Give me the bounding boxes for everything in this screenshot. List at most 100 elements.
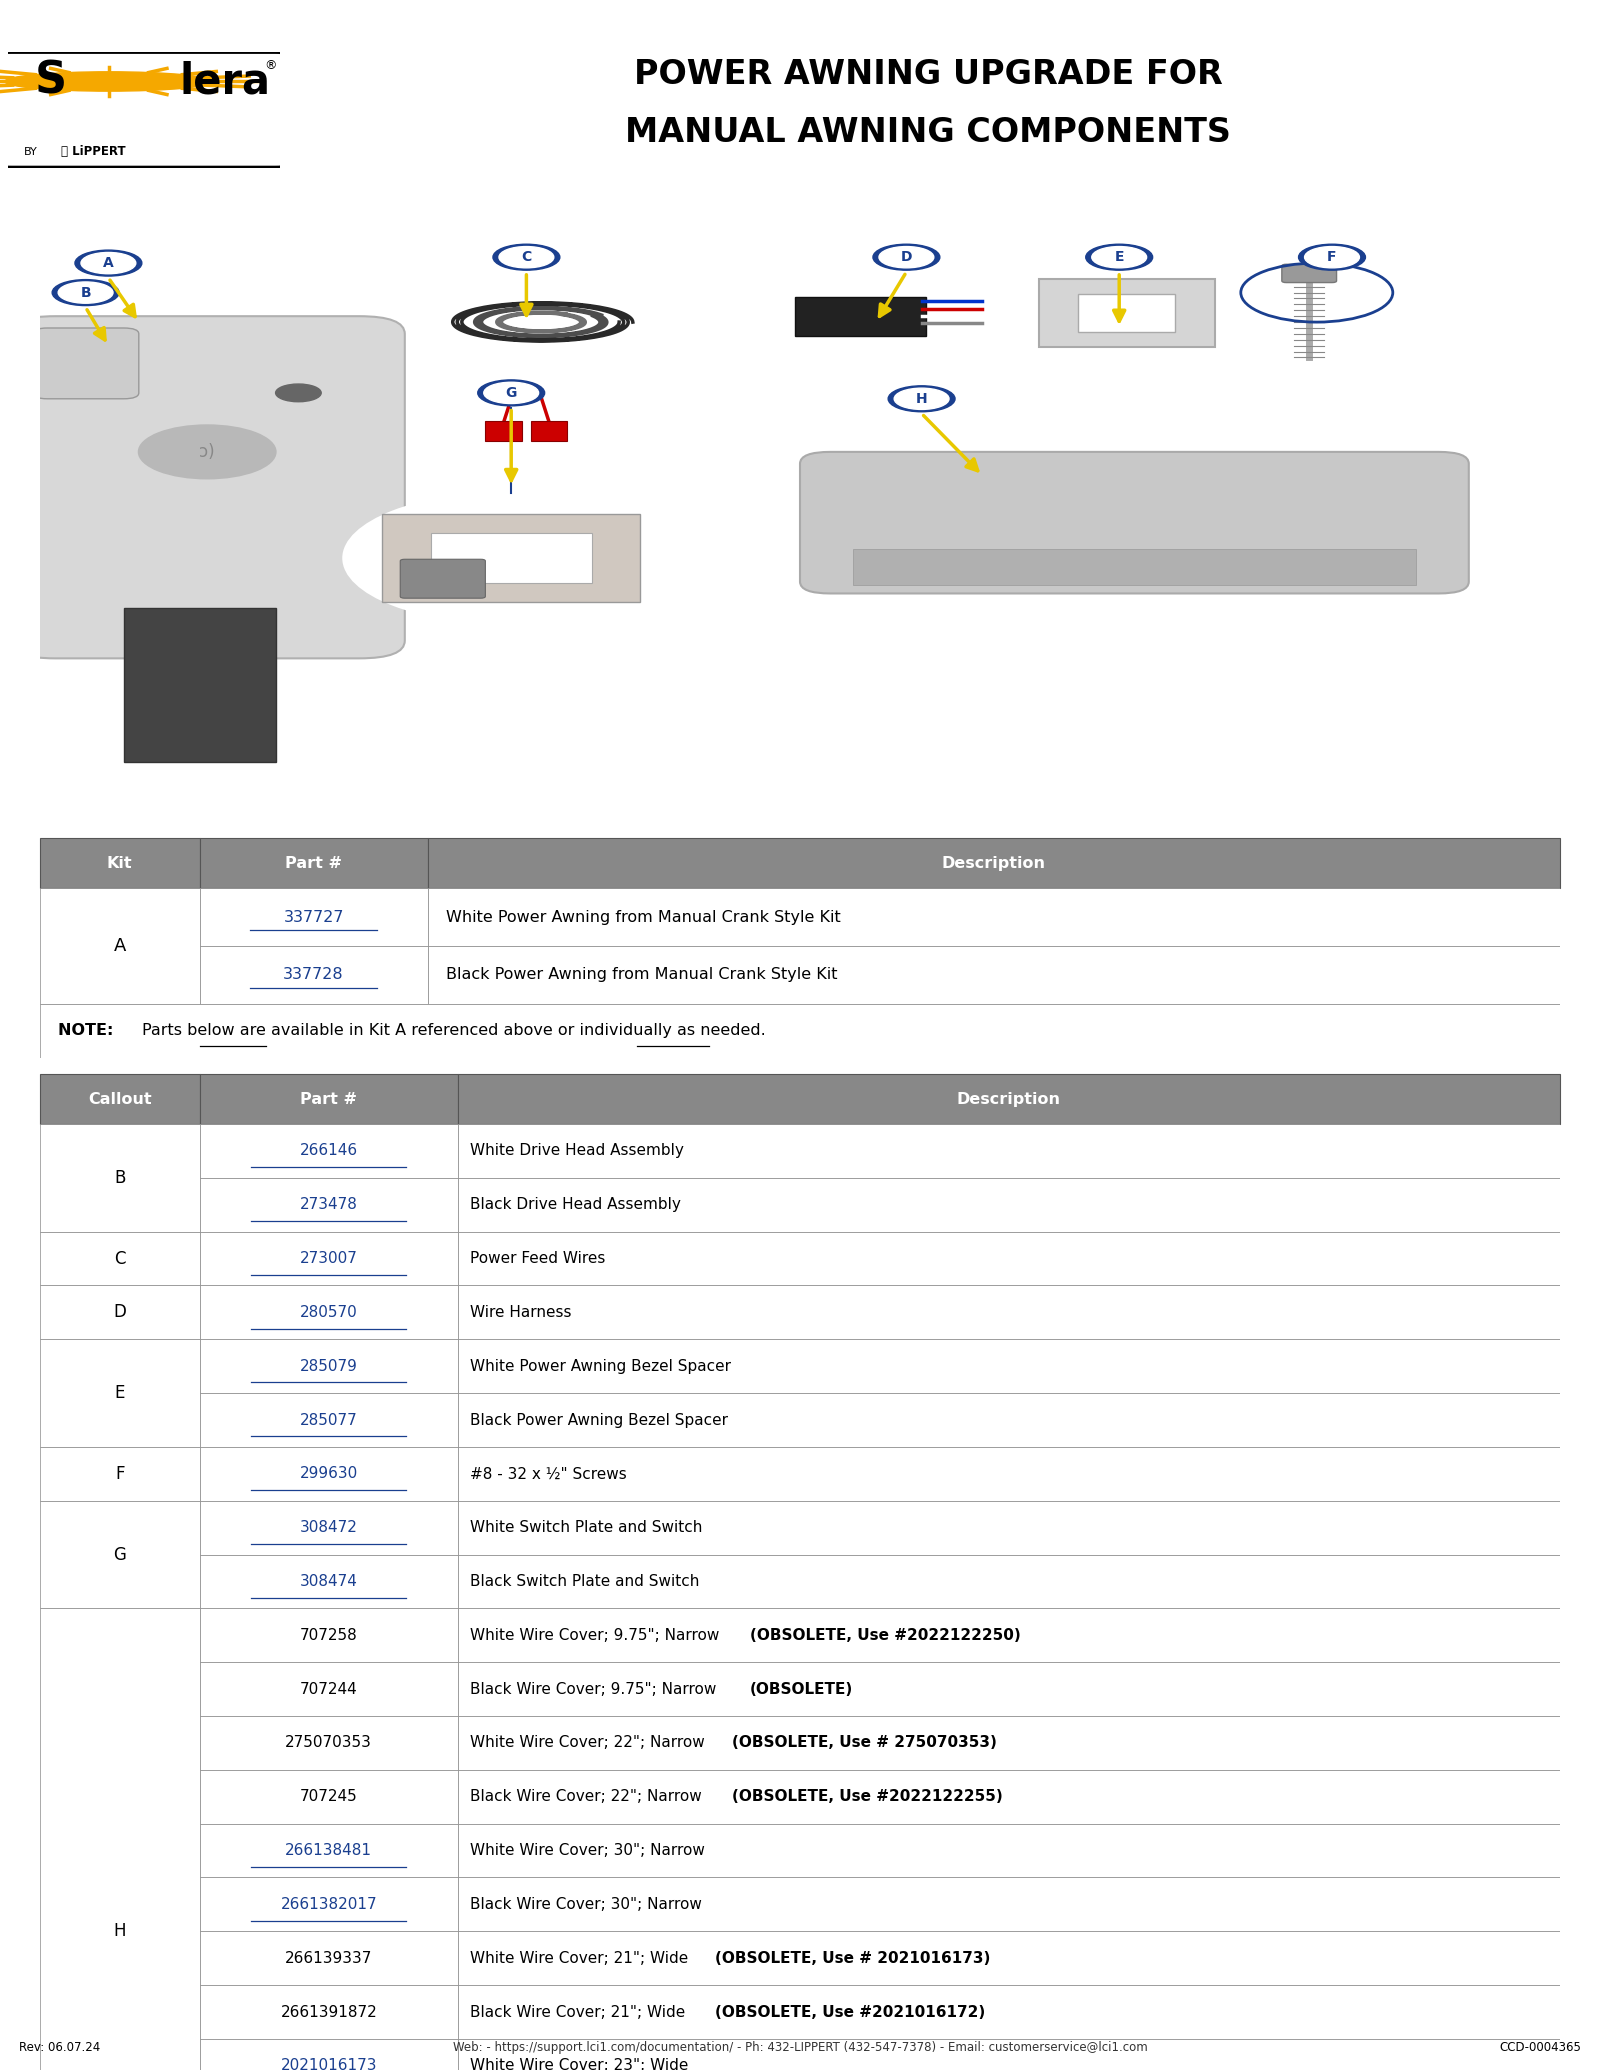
Circle shape bbox=[75, 250, 142, 275]
FancyBboxPatch shape bbox=[10, 317, 405, 658]
FancyBboxPatch shape bbox=[1282, 265, 1336, 284]
FancyBboxPatch shape bbox=[430, 532, 592, 584]
Circle shape bbox=[1299, 244, 1365, 271]
FancyBboxPatch shape bbox=[200, 1074, 458, 1124]
Circle shape bbox=[874, 244, 939, 271]
Text: G: G bbox=[114, 1546, 126, 1563]
FancyBboxPatch shape bbox=[458, 1124, 1560, 1178]
Text: 337728: 337728 bbox=[283, 967, 344, 983]
Text: A: A bbox=[114, 938, 126, 954]
Text: (OBSOLETE, Use # 275070353): (OBSOLETE, Use # 275070353) bbox=[733, 1735, 997, 1751]
Text: H: H bbox=[114, 1923, 126, 1940]
Text: B: B bbox=[80, 286, 91, 300]
FancyBboxPatch shape bbox=[40, 1285, 200, 1339]
Circle shape bbox=[1086, 244, 1152, 271]
Text: 266138481: 266138481 bbox=[285, 1842, 373, 1859]
FancyBboxPatch shape bbox=[458, 1178, 1560, 1232]
FancyBboxPatch shape bbox=[458, 1501, 1560, 1555]
Text: 299630: 299630 bbox=[299, 1466, 358, 1482]
Circle shape bbox=[5, 72, 213, 91]
FancyBboxPatch shape bbox=[458, 1232, 1560, 1285]
Text: White Switch Plate and Switch: White Switch Plate and Switch bbox=[470, 1519, 702, 1536]
FancyBboxPatch shape bbox=[795, 296, 926, 335]
Text: 280570: 280570 bbox=[299, 1304, 358, 1321]
FancyBboxPatch shape bbox=[853, 549, 1416, 584]
FancyBboxPatch shape bbox=[427, 838, 1560, 888]
FancyBboxPatch shape bbox=[531, 420, 568, 441]
FancyBboxPatch shape bbox=[427, 946, 1560, 1004]
Circle shape bbox=[275, 385, 322, 402]
Text: 273007: 273007 bbox=[299, 1250, 358, 1267]
Text: 2021016173: 2021016173 bbox=[280, 2058, 378, 2070]
Text: Description: Description bbox=[942, 855, 1046, 871]
Text: A: A bbox=[102, 257, 114, 269]
FancyBboxPatch shape bbox=[458, 1824, 1560, 1877]
FancyBboxPatch shape bbox=[32, 327, 139, 400]
Text: Callout: Callout bbox=[88, 1091, 152, 1107]
Text: Black Switch Plate and Switch: Black Switch Plate and Switch bbox=[470, 1573, 699, 1590]
FancyBboxPatch shape bbox=[200, 838, 427, 888]
Circle shape bbox=[878, 246, 934, 267]
Text: White Wire Cover; 22"; Narrow: White Wire Cover; 22"; Narrow bbox=[470, 1735, 710, 1751]
Circle shape bbox=[894, 389, 949, 410]
Text: Rev: 06.07.24: Rev: 06.07.24 bbox=[19, 2041, 101, 2053]
Text: 285077: 285077 bbox=[299, 1412, 358, 1428]
Circle shape bbox=[888, 385, 955, 412]
FancyBboxPatch shape bbox=[382, 513, 640, 602]
Text: Web: - https://support.lci1.com/documentation/ - Ph: 432-LIPPERT (432-547-7378) : Web: - https://support.lci1.com/document… bbox=[453, 2041, 1147, 2053]
FancyBboxPatch shape bbox=[200, 1931, 458, 1985]
Text: ⯇ LiPPERT: ⯇ LiPPERT bbox=[61, 145, 125, 157]
Text: White Wire Cover; 23"; Wide: White Wire Cover; 23"; Wide bbox=[470, 2058, 688, 2070]
FancyBboxPatch shape bbox=[458, 1339, 1560, 1393]
FancyBboxPatch shape bbox=[458, 1393, 1560, 1447]
FancyBboxPatch shape bbox=[485, 420, 522, 441]
Text: D: D bbox=[901, 250, 912, 265]
FancyBboxPatch shape bbox=[200, 888, 427, 946]
FancyBboxPatch shape bbox=[200, 1824, 458, 1877]
Text: H: H bbox=[915, 391, 928, 406]
FancyBboxPatch shape bbox=[427, 888, 1560, 946]
Text: White Power Awning from Manual Crank Style Kit: White Power Awning from Manual Crank Sty… bbox=[446, 909, 840, 925]
Text: Black Power Awning Bezel Spacer: Black Power Awning Bezel Spacer bbox=[470, 1412, 728, 1428]
FancyBboxPatch shape bbox=[200, 1285, 458, 1339]
FancyBboxPatch shape bbox=[123, 609, 275, 762]
FancyBboxPatch shape bbox=[458, 1074, 1560, 1124]
Circle shape bbox=[82, 253, 136, 273]
FancyBboxPatch shape bbox=[200, 1555, 458, 1608]
Text: Black Wire Cover; 9.75"; Narrow: Black Wire Cover; 9.75"; Narrow bbox=[470, 1681, 722, 1697]
FancyBboxPatch shape bbox=[200, 2039, 458, 2070]
FancyBboxPatch shape bbox=[40, 888, 200, 1004]
FancyBboxPatch shape bbox=[40, 1608, 200, 2070]
Text: Black Wire Cover; 21"; Wide: Black Wire Cover; 21"; Wide bbox=[470, 2004, 690, 2020]
Text: 275070353: 275070353 bbox=[285, 1735, 373, 1751]
Text: 2661391872: 2661391872 bbox=[280, 2004, 378, 2020]
Text: C: C bbox=[114, 1250, 125, 1267]
Text: 308474: 308474 bbox=[299, 1573, 358, 1590]
Text: Part #: Part # bbox=[301, 1091, 357, 1107]
Text: AWNINGS: AWNINGS bbox=[752, 188, 848, 207]
Text: Part #: Part # bbox=[285, 855, 342, 871]
FancyBboxPatch shape bbox=[458, 1770, 1560, 1824]
Text: Black Wire Cover; 22"; Narrow: Black Wire Cover; 22"; Narrow bbox=[470, 1788, 707, 1805]
Text: Parts below are available in Kit A referenced above or individually as needed.: Parts below are available in Kit A refer… bbox=[142, 1023, 765, 1039]
Text: White Wire Cover; 21"; Wide: White Wire Cover; 21"; Wide bbox=[470, 1950, 693, 1966]
FancyBboxPatch shape bbox=[200, 1662, 458, 1716]
Text: White Drive Head Assembly: White Drive Head Assembly bbox=[470, 1143, 685, 1159]
Circle shape bbox=[499, 246, 554, 267]
Text: (OBSOLETE, Use #2021016172): (OBSOLETE, Use #2021016172) bbox=[715, 2004, 986, 2020]
FancyBboxPatch shape bbox=[200, 946, 427, 1004]
Circle shape bbox=[53, 279, 118, 306]
FancyBboxPatch shape bbox=[458, 1447, 1560, 1501]
FancyBboxPatch shape bbox=[40, 1447, 200, 1501]
FancyBboxPatch shape bbox=[458, 1877, 1560, 1931]
FancyBboxPatch shape bbox=[1038, 279, 1214, 348]
Text: (OBSOLETE, Use #2022122250): (OBSOLETE, Use #2022122250) bbox=[750, 1627, 1021, 1644]
Text: F: F bbox=[115, 1466, 125, 1482]
Text: White Wire Cover; 30"; Narrow: White Wire Cover; 30"; Narrow bbox=[470, 1842, 706, 1859]
Text: ↄ): ↄ) bbox=[200, 443, 214, 462]
Circle shape bbox=[483, 383, 539, 404]
FancyBboxPatch shape bbox=[200, 1770, 458, 1824]
Text: 707244: 707244 bbox=[299, 1681, 358, 1697]
Text: Power Feed Wires: Power Feed Wires bbox=[470, 1250, 605, 1267]
Text: MANUAL AWNING COMPONENTS: MANUAL AWNING COMPONENTS bbox=[626, 116, 1230, 149]
